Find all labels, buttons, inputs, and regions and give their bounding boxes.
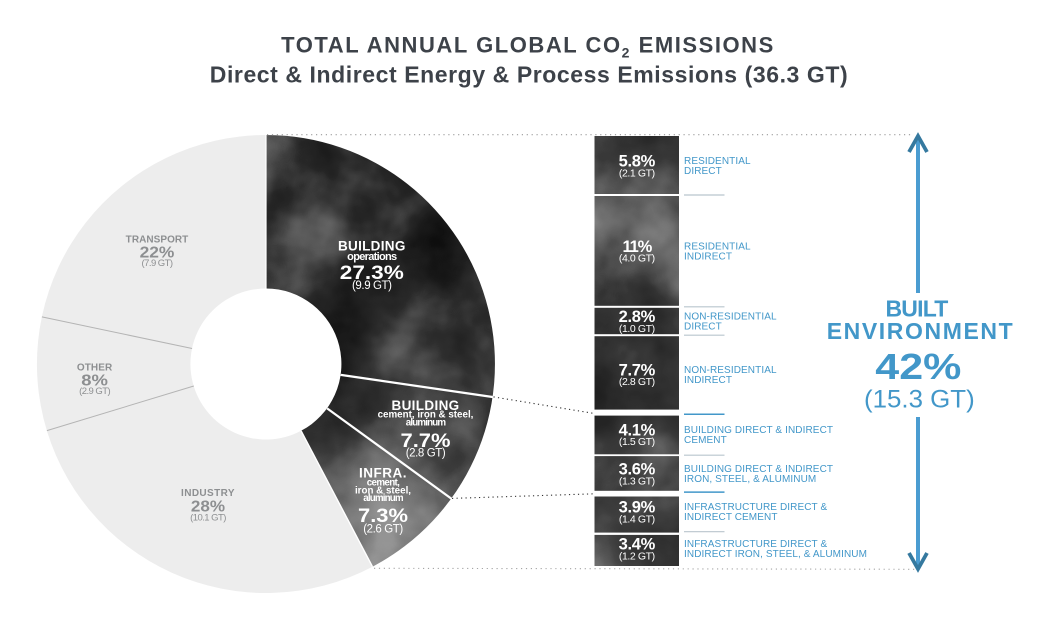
svg-text:BUILDING: BUILDING xyxy=(391,398,459,413)
svg-text:INDIRECT CEMENT: INDIRECT CEMENT xyxy=(684,512,778,523)
svg-text:BUILT: BUILT xyxy=(885,296,948,322)
svg-text:INFRASTRUCTURE DIRECT &: INFRASTRUCTURE DIRECT & xyxy=(684,539,827,550)
svg-text:7.7%: 7.7% xyxy=(401,431,451,452)
svg-text:DIRECT: DIRECT xyxy=(684,166,722,177)
svg-text:aluminum: aluminum xyxy=(406,418,447,429)
svg-text:BUILDING DIRECT & INDIRECT: BUILDING DIRECT & INDIRECT xyxy=(684,425,833,436)
svg-text:INFRASTRUCTURE DIRECT &: INFRASTRUCTURE DIRECT & xyxy=(684,502,827,513)
svg-text:3.9%: 3.9% xyxy=(619,499,656,517)
svg-text:INDIRECT: INDIRECT xyxy=(684,375,732,386)
svg-text:aluminum: aluminum xyxy=(363,493,404,504)
svg-text:7.7%: 7.7% xyxy=(619,361,656,379)
svg-text:(2.8 GT): (2.8 GT) xyxy=(619,376,655,388)
svg-text:(10.1 GT): (10.1 GT) xyxy=(190,512,226,523)
svg-text:INDIRECT: INDIRECT xyxy=(684,251,732,262)
svg-text:(1.0 GT): (1.0 GT) xyxy=(619,323,655,335)
svg-text:IRON, STEEL, & ALUMINUM: IRON, STEEL, & ALUMINUM xyxy=(684,474,816,485)
svg-text:7.3%: 7.3% xyxy=(358,506,408,527)
svg-text:ENVIRONMENT: ENVIRONMENT xyxy=(827,318,1015,344)
svg-text:INFRA.: INFRA. xyxy=(359,466,407,481)
svg-text:(2.8 GT): (2.8 GT) xyxy=(406,447,446,459)
svg-text:2.8%: 2.8% xyxy=(619,308,656,326)
svg-text:(9.9 GT): (9.9 GT) xyxy=(352,280,392,292)
svg-text:5.8%: 5.8% xyxy=(619,153,656,171)
svg-text:(4.0 GT): (4.0 GT) xyxy=(619,253,655,265)
svg-text:TRANSPORT: TRANSPORT xyxy=(126,234,189,245)
svg-text:INDIRECT IRON, STEEL, & ALUMIN: INDIRECT IRON, STEEL, & ALUMINUM xyxy=(684,549,867,560)
svg-text:3.4%: 3.4% xyxy=(619,536,656,554)
svg-text:RESIDENTIAL: RESIDENTIAL xyxy=(684,156,751,167)
svg-text:(2.9 GT): (2.9 GT) xyxy=(79,386,110,397)
svg-text:28%: 28% xyxy=(191,499,225,516)
svg-text:8%: 8% xyxy=(81,372,108,389)
svg-text:BUILDING DIRECT & INDIRECT: BUILDING DIRECT & INDIRECT xyxy=(684,464,833,475)
svg-text:cement,: cement, xyxy=(367,477,400,488)
svg-text:INDUSTRY: INDUSTRY xyxy=(181,488,235,499)
svg-text:CEMENT: CEMENT xyxy=(684,435,727,446)
svg-text:4.1%: 4.1% xyxy=(619,421,656,439)
svg-text:BUILDING: BUILDING xyxy=(338,238,406,253)
svg-text:Direct & Indirect Energy & Pro: Direct & Indirect Energy & Process Emiss… xyxy=(210,62,848,88)
svg-text:(15.3 GT): (15.3 GT) xyxy=(864,386,975,414)
svg-text:22%: 22% xyxy=(140,244,175,261)
svg-text:3.6%: 3.6% xyxy=(619,461,656,479)
svg-text:OTHER: OTHER xyxy=(77,363,113,374)
svg-text:(1.5 GT): (1.5 GT) xyxy=(619,436,655,448)
svg-text:27.3%: 27.3% xyxy=(340,262,404,284)
svg-text:RESIDENTIAL: RESIDENTIAL xyxy=(684,241,751,252)
svg-text:(2.6 GT): (2.6 GT) xyxy=(363,524,403,536)
svg-text:42%: 42% xyxy=(875,346,961,387)
svg-text:(1.4 GT): (1.4 GT) xyxy=(619,513,655,525)
svg-text:(2.1 GT): (2.1 GT) xyxy=(619,167,655,179)
svg-text:(1.3 GT): (1.3 GT) xyxy=(619,475,655,487)
svg-text:11%: 11% xyxy=(623,238,653,256)
svg-text:cement, iron & steel,: cement, iron & steel, xyxy=(378,410,474,421)
svg-text:(1.2 GT): (1.2 GT) xyxy=(619,551,655,563)
svg-text:operations: operations xyxy=(347,251,397,263)
svg-text:(7.9 GT): (7.9 GT) xyxy=(142,258,173,269)
svg-text:NON-RESIDENTIAL: NON-RESIDENTIAL xyxy=(684,312,777,323)
svg-text:TOTAL ANNUAL GLOBAL CO2 EMISSI: TOTAL ANNUAL GLOBAL CO2 EMISSIONS xyxy=(281,33,775,61)
svg-text:DIRECT: DIRECT xyxy=(684,322,722,333)
svg-text:iron & steel,: iron & steel, xyxy=(355,485,411,496)
svg-text:NON-RESIDENTIAL: NON-RESIDENTIAL xyxy=(684,365,777,376)
